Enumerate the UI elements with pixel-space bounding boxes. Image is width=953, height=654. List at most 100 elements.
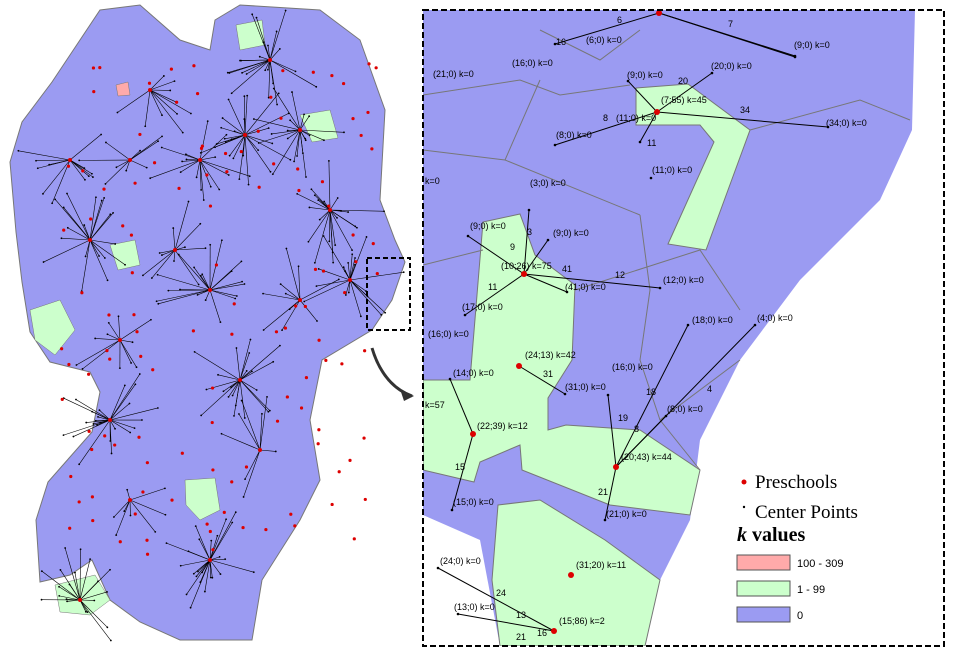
preschool xyxy=(147,81,152,85)
link xyxy=(349,236,367,281)
center-point xyxy=(112,211,115,214)
preschool xyxy=(130,271,134,275)
point-label: (15;86) k=2 xyxy=(559,616,605,626)
preschool xyxy=(311,70,315,74)
point-label: (8;0) k=0 xyxy=(556,130,592,140)
preschool xyxy=(294,304,298,308)
link xyxy=(523,273,661,289)
preschool xyxy=(87,429,91,433)
center-point xyxy=(90,172,93,175)
center-point xyxy=(649,176,653,180)
center-point xyxy=(463,313,467,317)
center-point xyxy=(118,367,121,369)
link xyxy=(239,379,246,418)
preschool xyxy=(81,169,85,173)
preschool xyxy=(328,208,332,212)
center-point xyxy=(87,175,90,178)
preschool xyxy=(551,628,557,634)
link xyxy=(299,114,305,131)
link xyxy=(523,209,530,275)
center-point xyxy=(223,137,226,140)
link xyxy=(73,419,111,437)
center-point xyxy=(316,320,318,322)
preschool xyxy=(128,158,132,162)
link xyxy=(251,14,271,61)
preschool xyxy=(297,188,301,193)
center-point xyxy=(177,253,180,256)
center-point xyxy=(179,564,182,567)
link xyxy=(464,273,525,316)
link xyxy=(329,209,333,253)
link xyxy=(299,129,325,141)
center-point xyxy=(356,226,358,229)
center-point xyxy=(553,42,557,46)
center-point xyxy=(606,393,610,397)
preschool xyxy=(230,480,234,484)
link xyxy=(157,274,211,291)
link xyxy=(268,59,271,98)
link xyxy=(199,159,205,201)
link xyxy=(149,75,165,91)
preschool xyxy=(129,233,134,237)
preschool xyxy=(138,132,142,137)
link xyxy=(108,322,121,341)
point-label: (10;26) k=75 xyxy=(501,261,552,271)
link xyxy=(204,559,211,592)
preschool xyxy=(348,278,352,282)
legend-center-marker xyxy=(742,505,746,509)
link xyxy=(149,80,175,91)
points xyxy=(436,10,830,634)
legend-k: k xyxy=(737,524,747,546)
center-point xyxy=(97,415,99,418)
link xyxy=(188,550,211,561)
preschool xyxy=(283,326,288,330)
link xyxy=(109,384,136,421)
link xyxy=(523,239,549,275)
center-point xyxy=(308,115,311,118)
center-point xyxy=(134,383,137,386)
link xyxy=(318,199,331,211)
center-point xyxy=(365,236,368,238)
center-point xyxy=(192,572,195,575)
preschool xyxy=(62,228,66,232)
preschool xyxy=(80,291,84,295)
center-point xyxy=(344,270,346,273)
link xyxy=(117,89,151,113)
center-point xyxy=(98,255,100,257)
point-label: (18;0) k=0 xyxy=(692,315,733,325)
preschool xyxy=(298,298,302,302)
center-point xyxy=(248,175,251,178)
point-label: (16;0) k=0 xyxy=(428,329,469,339)
green-area xyxy=(635,83,751,251)
center-point xyxy=(158,252,161,254)
center-point xyxy=(103,257,106,259)
preschool xyxy=(90,447,94,452)
center-point xyxy=(115,534,118,536)
center-point xyxy=(323,200,326,203)
preschool xyxy=(208,204,213,208)
center-point xyxy=(231,394,234,397)
link xyxy=(269,31,277,61)
center-point xyxy=(209,576,212,579)
link xyxy=(156,289,211,302)
center-point xyxy=(164,513,167,516)
center-point xyxy=(305,176,307,178)
link xyxy=(209,289,236,299)
link xyxy=(209,559,254,573)
link xyxy=(149,89,178,115)
point-label: (6;0) k=0 xyxy=(586,35,622,45)
link xyxy=(304,279,351,302)
center-point xyxy=(241,280,243,283)
preschool xyxy=(91,66,96,70)
center-point xyxy=(257,142,260,144)
link xyxy=(349,279,382,315)
link xyxy=(329,209,336,246)
center-point xyxy=(112,516,115,518)
link xyxy=(269,48,281,61)
edge-label: 9 xyxy=(510,242,515,252)
labels: (21;0) k=0 (16;0) k=0 (6;0) k=0 (9;0) k=0 (2… xyxy=(425,15,867,642)
center-point xyxy=(66,192,68,195)
overview-map xyxy=(9,4,414,642)
center-point xyxy=(116,111,119,114)
preschool xyxy=(222,510,226,515)
